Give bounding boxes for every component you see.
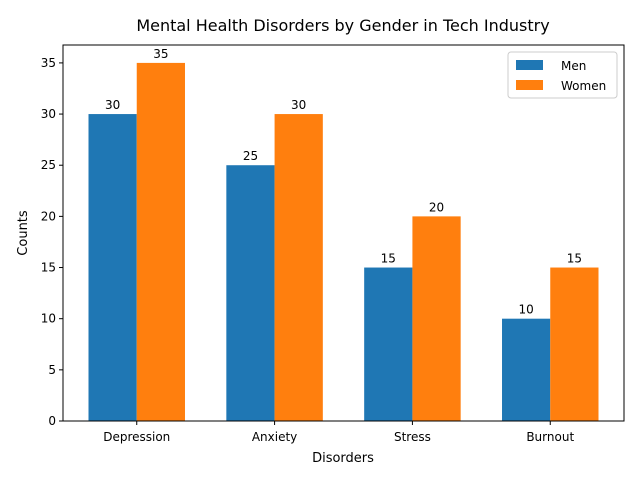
bar-women-stress <box>412 216 461 421</box>
y-tick-label: 35 <box>41 56 56 70</box>
data-labels-group: 30 25 15 10 35 30 20 15 <box>105 47 582 317</box>
x-tick-label-anxiety: Anxiety <box>252 430 297 444</box>
bar-women-burnout <box>550 267 599 421</box>
y-tick-label: 20 <box>41 209 56 223</box>
bar-men-stress <box>364 267 413 421</box>
y-tick-label: 5 <box>48 363 56 377</box>
data-label-men-depression: 30 <box>105 98 120 112</box>
y-tick-label: 0 <box>48 414 56 428</box>
legend-swatch-women <box>516 80 543 90</box>
y-tick-label: 15 <box>41 261 56 275</box>
data-label-men-anxiety: 25 <box>243 149 258 163</box>
x-axis-label: Disorders <box>312 451 374 466</box>
data-label-men-burnout: 10 <box>518 303 533 317</box>
legend-label-men: Men <box>561 59 586 73</box>
y-axis: 0 5 10 15 20 25 30 35 <box>41 56 63 428</box>
x-tick-label-depression: Depression <box>103 430 170 444</box>
data-label-women-depression: 35 <box>153 47 168 61</box>
legend: Men Women <box>507 51 618 99</box>
bar-men-anxiety <box>226 165 275 421</box>
y-tick-label: 10 <box>41 312 56 326</box>
data-label-women-anxiety: 30 <box>291 98 306 112</box>
legend-label-women: Women <box>561 79 606 93</box>
data-label-men-stress: 15 <box>381 252 396 266</box>
plot-frame <box>62 44 625 422</box>
bars-group <box>88 62 599 422</box>
data-label-women-stress: 20 <box>429 200 444 214</box>
x-tick-label-stress: Stress <box>394 430 431 444</box>
chart-title: Mental Health Disorders by Gender in Tec… <box>136 16 549 35</box>
data-label-women-burnout: 15 <box>567 252 582 266</box>
x-tick-label-burnout: Burnout <box>526 430 574 444</box>
y-tick-label: 30 <box>41 107 56 121</box>
bar-men-depression <box>88 114 137 422</box>
x-axis: Depression Anxiety Stress Burnout <box>103 421 574 444</box>
legend-swatch-men <box>516 60 543 70</box>
y-tick-label: 25 <box>41 158 56 172</box>
bar-women-anxiety <box>274 114 323 422</box>
y-axis-label: Counts <box>16 210 31 256</box>
bar-women-depression <box>136 62 185 422</box>
bar-men-burnout <box>502 318 551 421</box>
